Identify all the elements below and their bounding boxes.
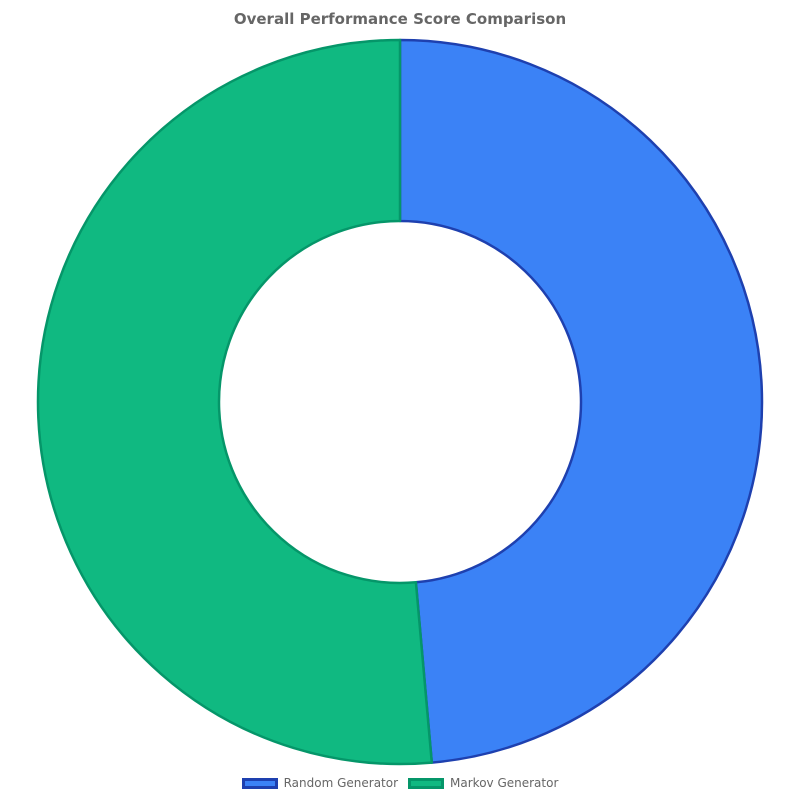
legend: Random Generator Markov Generator [0,776,800,790]
donut-slices [36,38,764,766]
legend-label-random-generator: Random Generator [283,776,399,790]
legend-swatch-random-generator [241,777,278,789]
legend-item-random-generator[interactable]: Random Generator [241,776,399,790]
legend-item-markov-generator[interactable]: Markov Generator [408,776,558,790]
legend-label-markov-generator: Markov Generator [450,776,559,790]
slice-random-generator[interactable] [398,38,764,764]
slice-markov-generator[interactable] [36,38,434,766]
chart-title: Overall Performance Score Comparison [233,10,567,28]
legend-swatch-markov-generator [408,777,445,789]
